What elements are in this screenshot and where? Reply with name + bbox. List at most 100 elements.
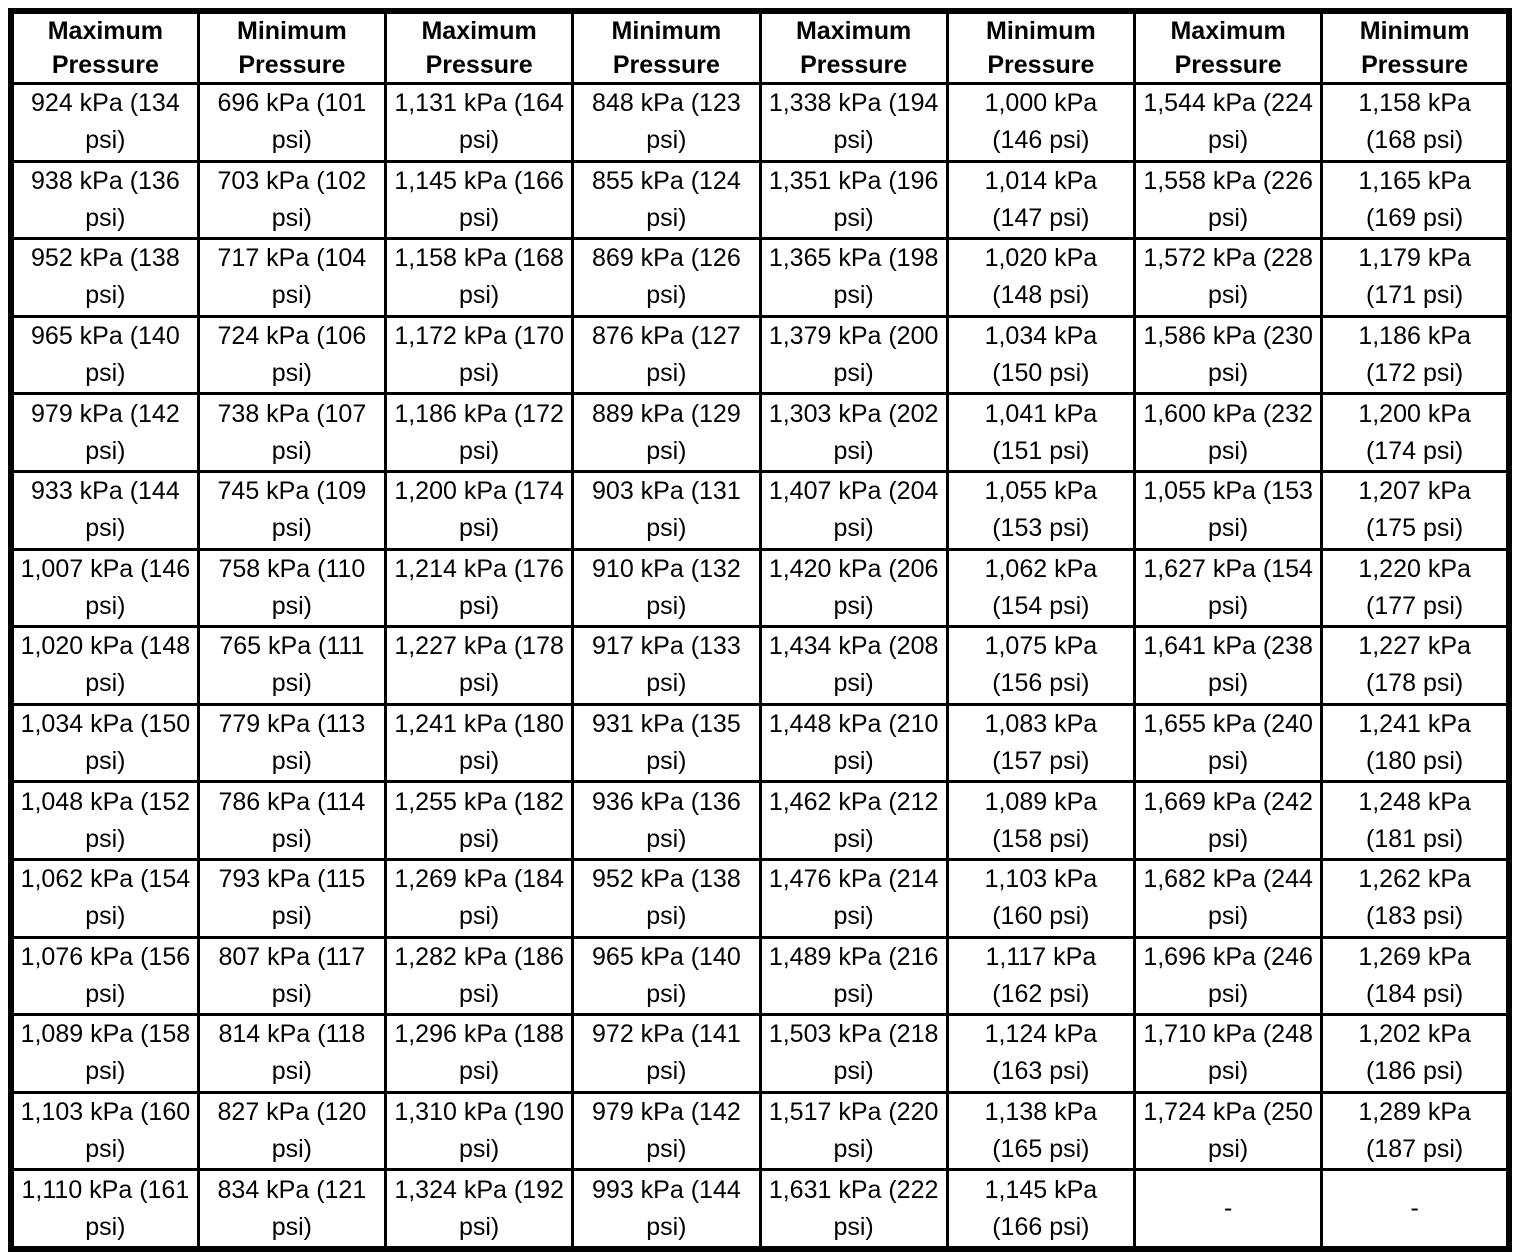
table-cell: 931 kPa (135 psi): [571, 702, 762, 784]
table-cell: 1,710 kPa (248 psi): [1132, 1013, 1324, 1094]
table-cell: 924 kPa (134 psi): [9, 82, 200, 163]
table-row: 1,103 kPa (160 psi) 827 kPa (120 psi) 1,31…: [9, 1090, 1511, 1172]
table-cell: 1,158 kPa (168 psi): [1320, 82, 1511, 163]
table-cell: 1,517 kPa (220 psi): [758, 1090, 949, 1172]
table-cell: 1,103 kPa (160 psi): [945, 857, 1137, 939]
table-cell: 1,572 kPa (228 psi): [1132, 237, 1324, 318]
table-cell: 1,062 kPa (154 psi): [945, 547, 1137, 629]
table-row: 933 kPa (144 psi) 745 kPa (109 psi) 1,200 …: [9, 469, 1511, 551]
table-cell: 965 kPa (140 psi): [571, 935, 762, 1017]
table-cell: 1,586 kPa (230 psi): [1132, 314, 1324, 396]
table-cell: 1,351 kPa (196 psi): [758, 159, 949, 241]
table-cell: 1,048 kPa (152 psi): [9, 780, 200, 861]
table-row: 938 kPa (136 psi) 703 kPa (102 psi) 1,145 …: [9, 159, 1511, 241]
table-cell: 1,055 kPa (153 psi): [1132, 469, 1324, 551]
table-cell: 938 kPa (136 psi): [9, 159, 200, 241]
table-row: 1,062 kPa (154 psi) 793 kPa (115 psi) 1,26…: [9, 857, 1511, 939]
table-cell: 738 kPa (107 psi): [196, 392, 388, 473]
table-row: 1,007 kPa (146 psi) 758 kPa (110 psi) 1,21…: [9, 547, 1511, 629]
table-cell: 979 kPa (142 psi): [571, 1090, 762, 1172]
table-cell: 1,138 kPa (165 psi): [945, 1090, 1137, 1172]
table-cell: 807 kPa (117 psi): [196, 935, 388, 1017]
table-row: 924 kPa (134 psi) 696 kPa (101 psi) 1,131 …: [9, 82, 1511, 163]
table-cell: 1,165 kPa (169 psi): [1320, 159, 1511, 241]
table-cell: 855 kPa (124 psi): [571, 159, 762, 241]
table-cell: 1,282 kPa (186 psi): [383, 935, 575, 1017]
table-cell: 1,324 kPa (192 psi): [383, 1168, 575, 1251]
table-cell: 1,145 kPa (166 psi): [945, 1168, 1137, 1251]
table-cell: 758 kPa (110 psi): [196, 547, 388, 629]
table-cell: 1,462 kPa (212 psi): [758, 780, 949, 861]
table-row: 1,020 kPa (148 psi) 765 kPa (111 psi) 1,22…: [9, 625, 1511, 706]
table-cell: 786 kPa (114 psi): [196, 780, 388, 861]
table-cell: 917 kPa (133 psi): [571, 625, 762, 706]
header-cell-max-pressure: Maximum Pressure: [758, 9, 949, 85]
table-row: 965 kPa (140 psi) 724 kPa (106 psi) 1,172 …: [9, 314, 1511, 396]
header-cell-max-pressure: Maximum Pressure: [9, 9, 200, 85]
table-cell: 1,269 kPa (184 psi): [383, 857, 575, 939]
table-cell: 876 kPa (127 psi): [571, 314, 762, 396]
table-cell: 1,200 kPa (174 psi): [383, 469, 575, 551]
table-cell: 993 kPa (144 psi): [571, 1168, 762, 1251]
table-cell: 1,696 kPa (246 psi): [1132, 935, 1324, 1017]
table-cell: 1,365 kPa (198 psi): [758, 237, 949, 318]
table-cell: 1,303 kPa (202 psi): [758, 392, 949, 473]
table-cell: 696 kPa (101 psi): [196, 82, 388, 163]
table-cell: 936 kPa (136 psi): [571, 780, 762, 861]
table-cell: 1,379 kPa (200 psi): [758, 314, 949, 396]
table-cell: 1,200 kPa (174 psi): [1320, 392, 1511, 473]
table-cell: 1,310 kPa (190 psi): [383, 1090, 575, 1172]
table-cell: 1,241 kPa (180 psi): [1320, 702, 1511, 784]
table-cell: 1,631 kPa (222 psi): [758, 1168, 949, 1251]
table-row: 979 kPa (142 psi) 738 kPa (107 psi) 1,186 …: [9, 392, 1511, 473]
header-cell-min-pressure: Minimum Pressure: [571, 9, 762, 85]
header-cell-min-pressure: Minimum Pressure: [1320, 9, 1511, 85]
table-cell: 1,476 kPa (214 psi): [758, 857, 949, 939]
table-cell: 903 kPa (131 psi): [571, 469, 762, 551]
table-cell: 1,089 kPa (158 psi): [945, 780, 1137, 861]
table-cell: 1,020 kPa (148 psi): [945, 237, 1137, 318]
table-row: 1,048 kPa (152 psi) 786 kPa (114 psi) 1,25…: [9, 780, 1511, 861]
table-cell: 1,179 kPa (171 psi): [1320, 237, 1511, 318]
table-cell: 1,655 kPa (240 psi): [1132, 702, 1324, 784]
table-cell: 1,241 kPa (180 psi): [383, 702, 575, 784]
table-cell: 1,089 kPa (158 psi): [9, 1013, 200, 1094]
table-cell: 1,083 kPa (157 psi): [945, 702, 1137, 784]
table-row: 1,089 kPa (158 psi) 814 kPa (118 psi) 1,29…: [9, 1013, 1511, 1094]
table-cell: 889 kPa (129 psi): [571, 392, 762, 473]
table-cell: 1,172 kPa (170 psi): [383, 314, 575, 396]
table-cell: 1,503 kPa (218 psi): [758, 1013, 949, 1094]
table-row: 1,034 kPa (150 psi) 779 kPa (113 psi) 1,24…: [9, 702, 1511, 784]
table-cell: 1,034 kPa (150 psi): [945, 314, 1137, 396]
table-cell: 1,262 kPa (183 psi): [1320, 857, 1511, 939]
header-cell-min-pressure: Minimum Pressure: [945, 9, 1137, 85]
table-cell: 952 kPa (138 psi): [571, 857, 762, 939]
table-cell: 724 kPa (106 psi): [196, 314, 388, 396]
table-cell: 1,110 kPa (161 psi): [9, 1168, 200, 1251]
table-cell: 827 kPa (120 psi): [196, 1090, 388, 1172]
table-cell: 814 kPa (118 psi): [196, 1013, 388, 1094]
table-row: 1,110 kPa (161 psi) 834 kPa (121 psi) 1,32…: [9, 1168, 1511, 1251]
table-cell: 745 kPa (109 psi): [196, 469, 388, 551]
table-cell: 717 kPa (104 psi): [196, 237, 388, 318]
table-cell: 1,420 kPa (206 psi): [758, 547, 949, 629]
table-cell: 1,207 kPa (175 psi): [1320, 469, 1511, 551]
table-cell: 1,627 kPa (154 psi): [1132, 547, 1324, 629]
table-cell: 1,227 kPa (178 psi): [383, 625, 575, 706]
table-cell: 910 kPa (132 psi): [571, 547, 762, 629]
table-cell: 1,131 kPa (164 psi): [383, 82, 575, 163]
table-cell: 848 kPa (123 psi): [571, 82, 762, 163]
table-cell: 1,186 kPa (172 psi): [1320, 314, 1511, 396]
table-cell: 1,544 kPa (224 psi): [1132, 82, 1324, 163]
table-cell: 765 kPa (111 psi): [196, 625, 388, 706]
table-cell: 779 kPa (113 psi): [196, 702, 388, 784]
table-cell: 979 kPa (142 psi): [9, 392, 200, 473]
table-cell: 1,034 kPa (150 psi): [9, 702, 200, 784]
table-row: 1,076 kPa (156 psi) 807 kPa (117 psi) 1,28…: [9, 935, 1511, 1017]
table-cell: 1,158 kPa (168 psi): [383, 237, 575, 318]
table-cell: 952 kPa (138 psi): [9, 237, 200, 318]
header-cell-max-pressure: Maximum Pressure: [1132, 9, 1324, 85]
table-cell: 933 kPa (144 psi): [9, 469, 200, 551]
pressure-table-container: Maximum Pressure Minimum Pressure Maximu…: [8, 8, 1512, 1252]
table-cell: 1,669 kPa (242 psi): [1132, 780, 1324, 861]
